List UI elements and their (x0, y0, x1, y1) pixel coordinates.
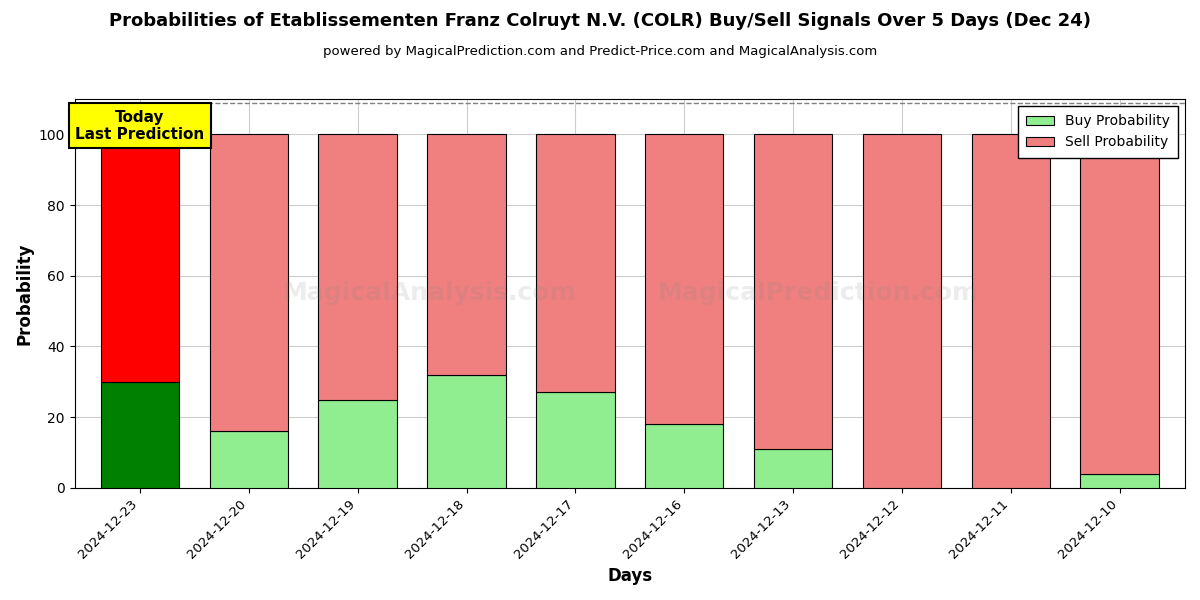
Bar (427, 134, 505, 375)
Bar (318, 134, 397, 400)
Text: MagicalAnalysis.com: MagicalAnalysis.com (283, 281, 577, 305)
Bar (427, 375, 505, 488)
Bar (754, 449, 833, 488)
Legend: Buy Probability, Sell Probability: Buy Probability, Sell Probability (1018, 106, 1178, 158)
Text: MagicalPrediction.com: MagicalPrediction.com (658, 281, 979, 305)
X-axis label: Days: Days (607, 567, 653, 585)
Bar (863, 134, 941, 488)
Bar (1080, 134, 1159, 474)
Bar (1080, 474, 1159, 488)
Text: Today
Last Prediction: Today Last Prediction (76, 110, 204, 142)
Bar (210, 431, 288, 488)
Y-axis label: Probability: Probability (16, 242, 34, 345)
Bar (754, 134, 833, 449)
Bar (646, 134, 724, 424)
Bar (536, 392, 614, 488)
Bar (536, 134, 614, 392)
Bar (101, 382, 179, 488)
Bar (101, 134, 179, 382)
Bar (646, 424, 724, 488)
Bar (318, 400, 397, 488)
Bar (210, 134, 288, 431)
Bar (972, 134, 1050, 488)
Text: powered by MagicalPrediction.com and Predict-Price.com and MagicalAnalysis.com: powered by MagicalPrediction.com and Pre… (323, 45, 877, 58)
Text: Probabilities of Etablissementen Franz Colruyt N.V. (COLR) Buy/Sell Signals Over: Probabilities of Etablissementen Franz C… (109, 12, 1091, 30)
